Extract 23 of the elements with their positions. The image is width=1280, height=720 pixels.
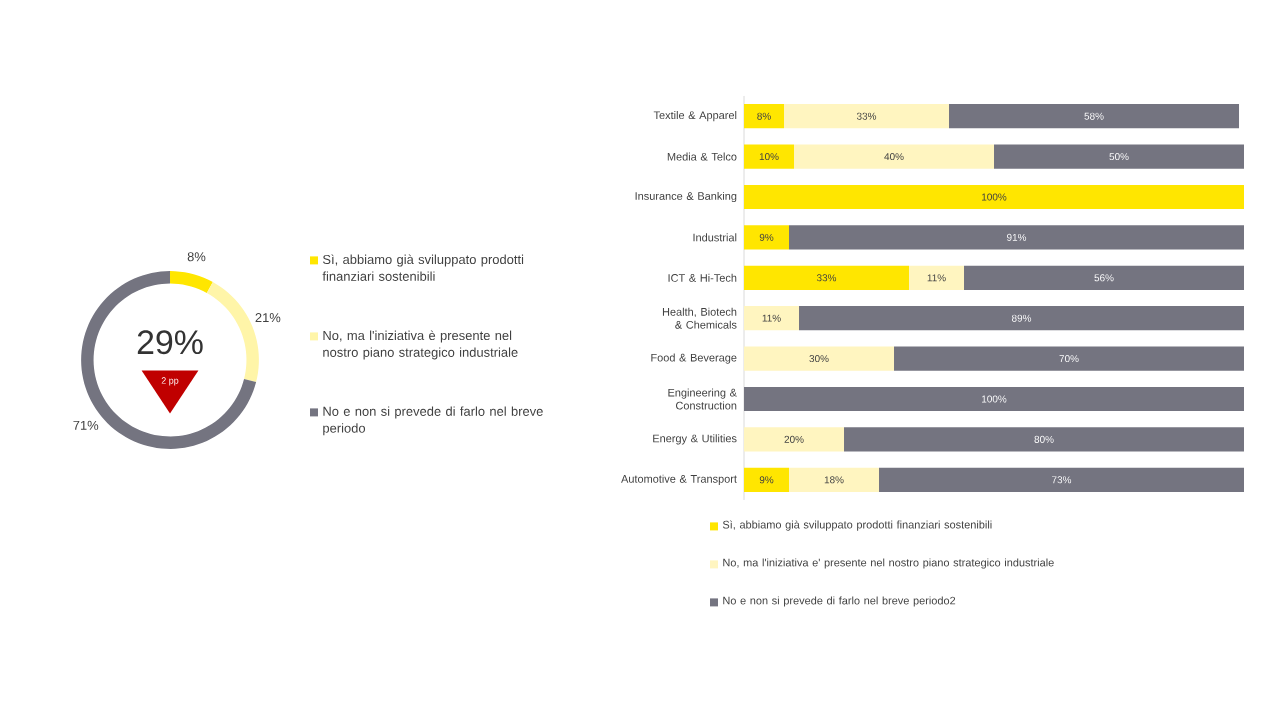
- text: 29%: [137, 330, 203, 355]
- bar: [744, 225, 790, 250]
- bar: [909, 265, 965, 290]
- bar: [994, 144, 1245, 169]
- bar: [744, 265, 910, 290]
- bar: [744, 427, 845, 452]
- bar: [744, 306, 800, 331]
- bar: [744, 144, 795, 169]
- bar: [789, 467, 880, 492]
- bar: [844, 427, 1245, 452]
- bar: [744, 346, 895, 371]
- bar: [784, 104, 950, 129]
- bar: [744, 386, 1245, 412]
- bar: [794, 144, 995, 169]
- bar: [964, 265, 1245, 290]
- bar: [879, 467, 1245, 492]
- bar: [744, 104, 785, 129]
- bar: [744, 467, 790, 492]
- bar: [744, 184, 1245, 210]
- bar: [799, 306, 1245, 331]
- bar: [789, 225, 1245, 250]
- bar: [949, 104, 1240, 129]
- bar: [894, 346, 1245, 371]
